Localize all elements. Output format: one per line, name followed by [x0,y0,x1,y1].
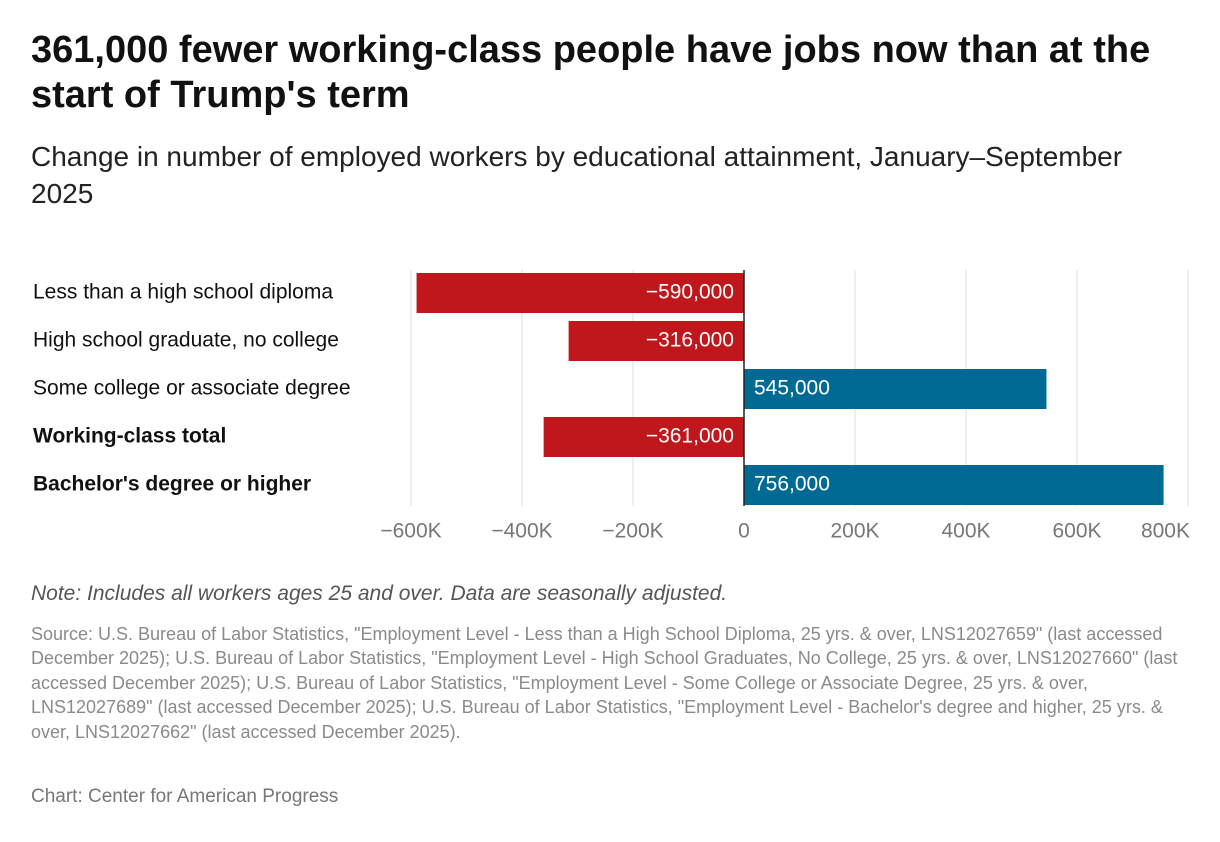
x-tick-label: −600K [380,520,441,543]
credit: Chart: Center for American Progress [31,786,339,807]
x-tick-label: 400K [941,520,990,543]
x-tick-label: 600K [1052,520,1101,543]
value-label: −361,000 [646,425,734,448]
chart-title: 361,000 fewer working-class people have … [31,29,1151,116]
category-label: Working-class total [33,425,226,448]
source: Source: U.S. Bureau of Labor Statistics,… [31,624,1178,742]
category-label: Less than a high school diploma [33,281,333,304]
value-label: −590,000 [646,281,734,304]
bar [416,273,744,313]
category-label: Bachelor's degree or higher [33,473,311,496]
value-label: 756,000 [754,473,830,496]
bar [744,369,1047,409]
value-label: −316,000 [646,329,734,352]
value-label: 545,000 [754,377,830,400]
x-tick-label: 800K [1141,520,1190,543]
category-label: High school graduate, no college [33,329,339,352]
bar [744,465,1164,505]
bar [543,417,744,457]
x-tick-label: −400K [491,520,552,543]
bar [568,321,744,361]
chart: −600K −400K −200K 0 200K 400K 600K 800K Less tha… [33,270,1190,543]
note: Note: Includes all workers ages 25 and o… [31,582,728,605]
chart-subtitle: Change in number of employed workers by … [31,141,1123,209]
x-tick-label: 200K [830,520,879,543]
x-tick-label: −200K [602,520,663,543]
x-tick-label: 0 [738,520,750,543]
category-label: Some college or associate degree [33,377,351,400]
